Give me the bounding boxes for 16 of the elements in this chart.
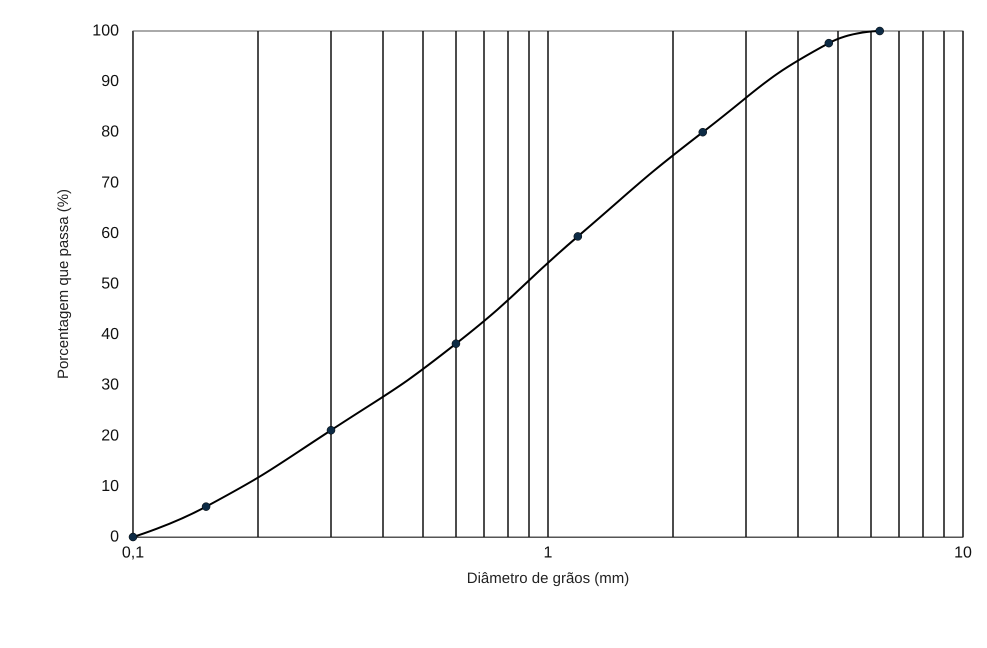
y-tick-label: 50 xyxy=(101,276,120,292)
x-tick-label: 1 xyxy=(544,544,553,562)
y-tick-label: 30 xyxy=(101,376,120,394)
y-tick-label: 10 xyxy=(101,478,120,495)
y-axis-title: Porcentagem que passa (%) xyxy=(55,188,72,380)
y-tick-label: 70 xyxy=(101,174,120,192)
y-tick-label: 90 xyxy=(101,73,120,90)
y-tick-label: 80 xyxy=(101,124,120,141)
y-tick-label: 20 xyxy=(101,427,120,444)
x-tick-label: 0,1 xyxy=(122,544,144,562)
x-tick-label: 10 xyxy=(954,544,972,562)
y-tick-label: 60 xyxy=(101,224,120,242)
x-axis-title: Diâmetro de grãos (mm) xyxy=(466,570,630,587)
y-tick-label: 0 xyxy=(110,528,120,546)
y-tick-label: 40 xyxy=(101,326,120,344)
y-tick-label: 100 xyxy=(92,22,120,40)
